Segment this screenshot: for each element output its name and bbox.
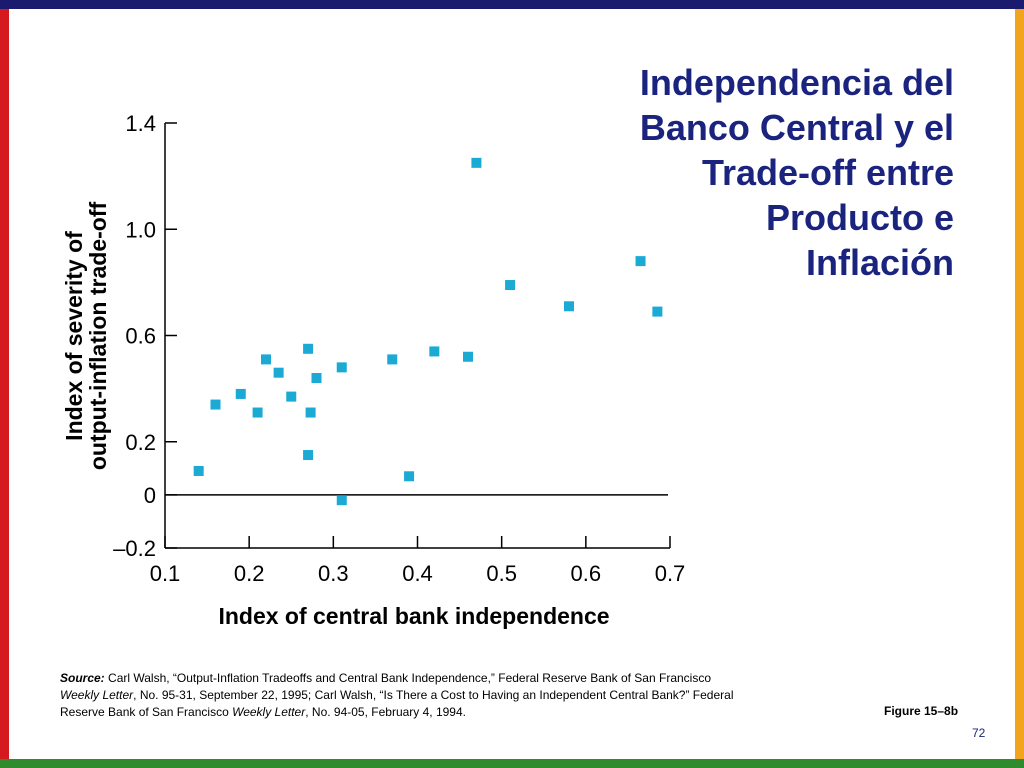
x-tick-label: 0.2 [234, 561, 265, 586]
top-accent-bar [0, 0, 1024, 9]
data-point [252, 407, 263, 418]
source-note: Source: Carl Walsh, “Output-Inflation Tr… [60, 670, 740, 721]
x-axis-label: Index of central bank independence [218, 603, 609, 629]
bottom-accent-bar [0, 759, 1024, 768]
data-point [305, 407, 316, 418]
x-tick-label: 0.4 [402, 561, 433, 586]
y-axis-label: Index of severity of [61, 231, 87, 441]
data-point [261, 354, 271, 365]
data-point [336, 362, 347, 373]
source-publication: Weekly Letter [60, 688, 134, 702]
title-line: Producto e [765, 197, 954, 238]
y-tick-label: 0.6 [125, 324, 156, 349]
source-text: Carl Walsh, “Output-Inflation Tradeoffs … [104, 671, 712, 685]
data-point [505, 280, 516, 291]
data-point [273, 367, 284, 378]
data-point [404, 471, 415, 482]
data-point [286, 391, 297, 402]
figure-label: Figure 15–8b [884, 704, 959, 718]
right-accent-bar [1015, 9, 1024, 760]
x-tick-label: 0.5 [486, 561, 517, 586]
data-point [429, 346, 440, 357]
data-point [336, 495, 347, 506]
data-point [193, 465, 204, 476]
data-point [463, 351, 473, 362]
slide-title: Independencia del Banco Central y el Tra… [560, 60, 954, 285]
source-text: , No. 95-31, September 22, 1995; Carl Wa… [60, 688, 734, 719]
y-tick-label: 0.2 [125, 430, 156, 455]
y-tick-label: –0.2 [113, 536, 156, 561]
x-tick-label: 0.1 [150, 561, 181, 586]
data-point [387, 354, 398, 365]
source-text: , No. 94-05, February 4, 1994. [305, 705, 466, 719]
data-point [635, 256, 646, 267]
left-accent-bar [0, 9, 9, 760]
title-line: Independencia del [639, 62, 954, 103]
source-publication: Weekly Letter [232, 705, 306, 719]
title-line: Trade-off entre [701, 152, 954, 193]
data-point [235, 388, 246, 399]
y-tick-label: 1.0 [125, 217, 156, 242]
title-line: Banco Central y el [639, 107, 954, 148]
source-label: Source: [60, 671, 105, 685]
data-point [471, 157, 482, 168]
x-tick-label: 0.6 [571, 561, 602, 586]
x-tick-label: 0.3 [318, 561, 349, 586]
page-number: 72 [972, 726, 986, 740]
y-tick-label: 0 [144, 483, 156, 508]
title-line: Inflación [805, 242, 954, 283]
y-axis-label: output-inflation trade-off [85, 202, 111, 471]
data-point [564, 301, 574, 312]
data-point [303, 343, 314, 354]
x-tick-label: 0.7 [655, 561, 686, 586]
data-point [210, 399, 221, 410]
data-point [652, 306, 663, 317]
y-tick-label: 1.4 [125, 111, 156, 136]
data-point [311, 373, 322, 383]
data-point [303, 450, 314, 461]
